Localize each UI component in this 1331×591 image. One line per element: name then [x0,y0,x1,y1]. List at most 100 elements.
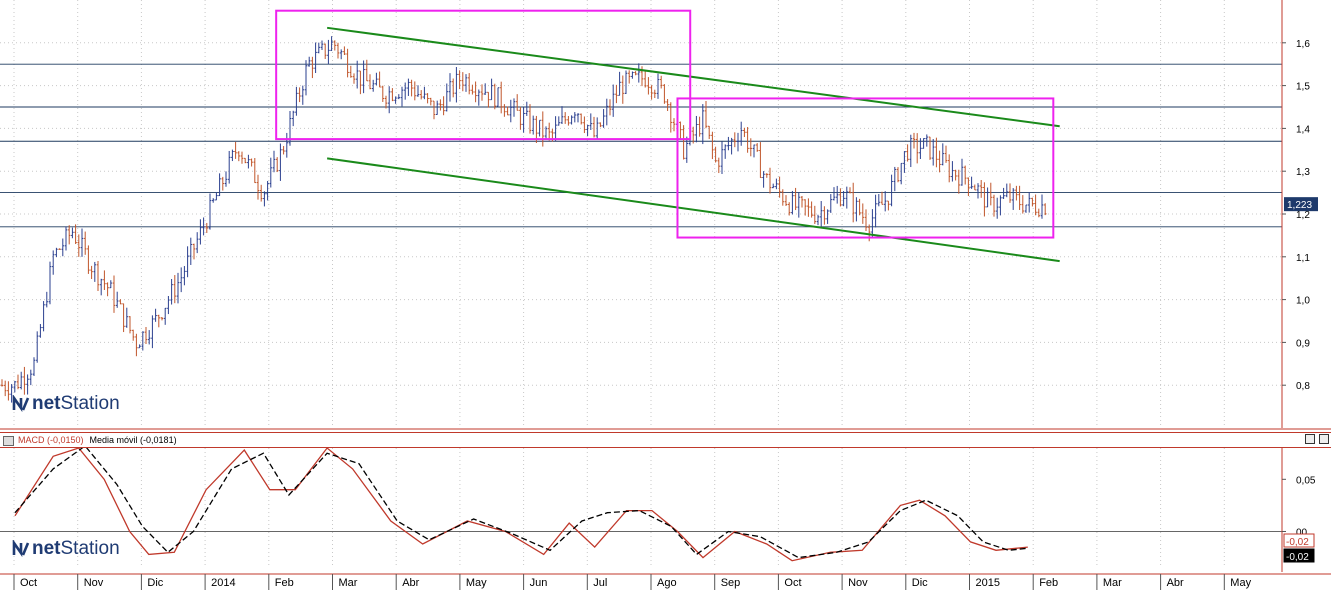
price-bar [259,184,263,202]
price-bar [77,234,81,257]
price-bar [256,174,260,200]
minimize-icon[interactable] [1305,434,1315,444]
price-bar [874,194,877,228]
price-bar [151,315,154,349]
price-bar [579,113,583,125]
price-bar [771,183,775,189]
price-bar [83,231,87,255]
price-bar [192,243,196,260]
price-bar [839,188,842,207]
price-bar [685,136,689,163]
macd-y-tick-label: 0,05 [1296,475,1316,486]
x-axis-label: May [1230,577,1251,589]
price-bar [208,193,212,230]
price-bar [19,371,23,390]
x-axis-label: Feb [1039,577,1058,589]
macd-last-value-label: -0,02 [1286,552,1309,563]
price-bar [359,70,362,95]
trendline [326,157,1060,263]
close-icon[interactable] [1319,434,1329,444]
macd-line [14,447,1028,562]
price-bar [1021,195,1025,214]
channel-box [275,9,692,141]
indicator-icon[interactable] [3,435,14,446]
price-bar [544,126,548,140]
price-bar [992,194,996,217]
price-bar [99,278,103,296]
price-bar [362,60,365,94]
price-bar [7,381,10,401]
price-bar [471,84,474,95]
price-bar [474,81,477,103]
price-bar [442,96,445,116]
price-bar [333,40,337,51]
price-bar [627,70,631,84]
price-bar [160,317,164,321]
price-bar [103,270,106,290]
price-bar [915,133,919,164]
price-bar [647,77,650,95]
price-bar [215,192,218,201]
price-bar [93,261,97,282]
channel-box [676,97,1055,239]
price-bar [90,265,93,280]
price-bar [493,83,497,110]
price-bar [720,141,724,175]
price-bar [1002,187,1005,199]
price-bar [109,280,113,289]
price-y-tick-label: 1,6 [1296,39,1310,50]
price-bar [186,246,189,278]
price-bar [749,138,753,157]
panel-window-buttons [1301,434,1329,448]
price-bar [445,83,449,112]
price-bar [739,121,743,146]
price-bar [666,99,669,111]
price-bar [525,101,529,116]
price-bar [746,127,749,153]
price-bar [963,165,967,185]
price-bar [573,112,577,123]
price-y-tick-label: 1,0 [1296,296,1310,307]
price-bar [1034,194,1037,216]
x-axis-label: Dic [147,577,163,589]
price-bar [381,85,385,102]
price-bar [736,132,740,152]
price-bar [349,65,353,78]
price-bar [122,303,125,333]
price-bar [752,144,756,158]
price-bar [791,190,794,215]
price-bar [3,380,7,397]
price-y-tick-label: 0,8 [1296,381,1310,392]
price-bar [42,301,45,332]
x-axis-label: 2014 [211,577,235,589]
price-bar [922,138,925,149]
x-axis-label: Feb [275,577,294,589]
price-bar [893,166,897,192]
price-bar [711,131,714,160]
price-bar [61,238,65,257]
price-bar [899,162,903,185]
price-bar [733,132,737,148]
price-bar [467,73,471,95]
price-bar [941,143,945,166]
price-bar [995,197,999,219]
price-bar [426,93,429,104]
price-bar [240,151,244,164]
price-bar [115,291,119,308]
price-bar [512,98,516,117]
price-bar [903,151,906,173]
price-bar [74,224,77,245]
price-bar [487,91,490,108]
price-bar [10,384,13,403]
price-bar [96,260,100,291]
price-bar [410,79,413,97]
price-bar [154,308,157,322]
price-bar [448,73,452,102]
price-bar [931,139,935,166]
price-bar [55,247,58,258]
price-y-tick-label: 1,2 [1296,210,1310,221]
price-bar [231,149,234,162]
price-bar [819,201,823,228]
price-bar [650,85,653,100]
